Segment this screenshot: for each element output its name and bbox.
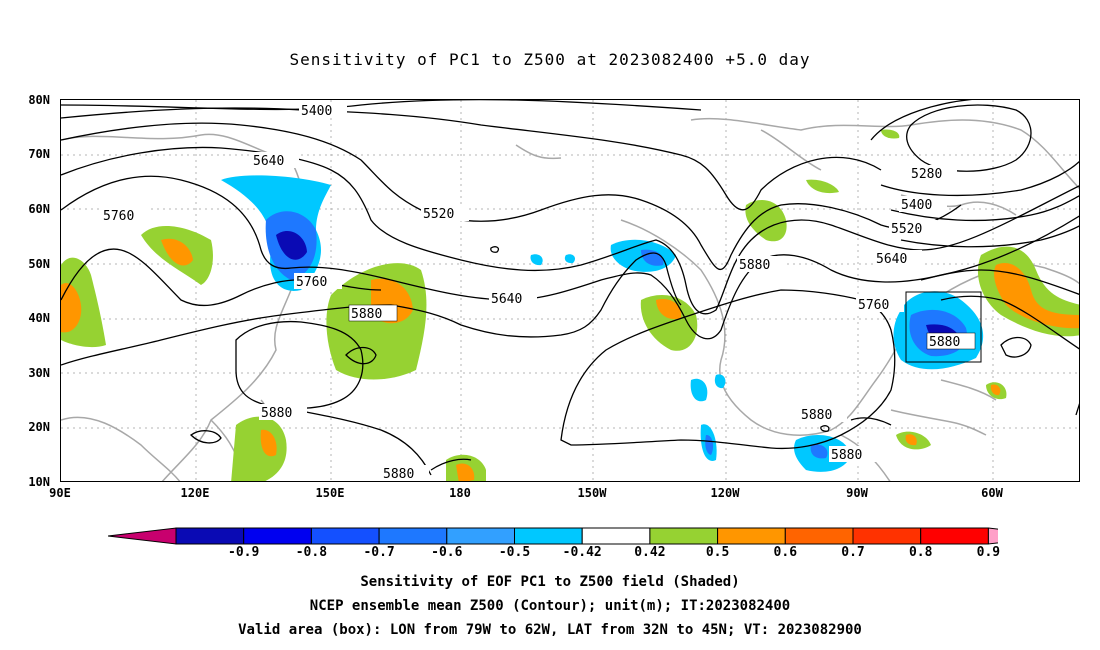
colorbar-label: -0.7 bbox=[363, 545, 395, 560]
colorbar-segment bbox=[717, 527, 786, 545]
contour-label: 5760 bbox=[103, 209, 134, 224]
contour-label: 5640 bbox=[876, 252, 907, 267]
lat-label: 20N bbox=[28, 420, 50, 434]
lat-label: 10N bbox=[28, 475, 50, 489]
lon-label: 60W bbox=[981, 486, 1003, 500]
lat-label: 30N bbox=[28, 366, 50, 380]
contour-label: 5760 bbox=[296, 275, 327, 290]
lon-label: 150W bbox=[577, 486, 607, 500]
contour-label: 5760 bbox=[858, 298, 889, 313]
contour-label: 5880 bbox=[831, 448, 862, 463]
gridlines bbox=[61, 100, 1079, 481]
lon-label: 120W bbox=[710, 486, 740, 500]
contour-labels: 5400 5640 5760 5520 5280 5400 5520 5640 … bbox=[101, 102, 976, 482]
contour-label: 5520 bbox=[891, 222, 922, 237]
colorbar-low-extension bbox=[108, 527, 177, 545]
caption-line-1: Sensitivity of EOF PC1 to Z500 field (Sh… bbox=[360, 574, 740, 590]
caption-line-3: Valid area (box): LON from 79W to 62W, L… bbox=[238, 622, 862, 638]
contour-label: 5880 bbox=[801, 408, 832, 423]
colorbar-label: 0.5 bbox=[705, 545, 730, 560]
shaded-field bbox=[61, 129, 1079, 481]
z500-contours bbox=[61, 100, 1079, 476]
contour-label: 5880 bbox=[351, 307, 382, 322]
map-canvas: 5400 5640 5760 5520 5280 5400 5520 5640 … bbox=[61, 100, 1079, 482]
valid-area-box bbox=[905, 291, 982, 363]
colorbar bbox=[108, 527, 998, 545]
colorbar-label: -0.42 bbox=[562, 545, 602, 560]
colorbar-segment bbox=[784, 527, 854, 545]
colorbar-segment bbox=[175, 527, 245, 545]
contour-label: 5640 bbox=[491, 292, 522, 307]
lon-label: 90W bbox=[846, 486, 868, 500]
lat-label: 70N bbox=[28, 147, 50, 161]
map-plot-area: 5400 5640 5760 5520 5280 5400 5520 5640 … bbox=[60, 99, 1080, 482]
lat-label: 40N bbox=[28, 311, 50, 325]
lon-label: 90E bbox=[49, 486, 71, 500]
contour-label: 5880 bbox=[261, 406, 292, 421]
contour-label: 5400 bbox=[901, 198, 932, 213]
colorbar-label: -0.8 bbox=[295, 545, 328, 560]
lat-label: 60N bbox=[28, 202, 50, 216]
lat-label: 50N bbox=[28, 257, 50, 271]
contour-label: 5880 bbox=[739, 258, 770, 273]
contour-label: 5520 bbox=[423, 207, 454, 222]
colorbar-segment bbox=[649, 527, 719, 545]
lat-label: 80N bbox=[28, 93, 50, 107]
colorbar-segment bbox=[920, 527, 989, 545]
colorbar-label: -0.9 bbox=[228, 545, 260, 560]
colorbar-segment bbox=[514, 527, 583, 545]
colorbar-high-extension bbox=[987, 527, 998, 545]
contour-label: 5640 bbox=[253, 154, 284, 169]
contour-label: 5880 bbox=[929, 335, 960, 350]
contour-label: 5880 bbox=[383, 467, 414, 482]
colorbar-label: -0.6 bbox=[431, 545, 463, 560]
map-title: Sensitivity of PC1 to Z500 at 2023082400… bbox=[289, 50, 811, 69]
colorbar-segment bbox=[378, 527, 448, 545]
colorbar-segment bbox=[310, 527, 380, 545]
colorbar-segment bbox=[581, 527, 651, 545]
lon-label: 150E bbox=[315, 486, 345, 500]
caption-line-2: NCEP ensemble mean Z500 (Contour); unit(… bbox=[309, 598, 791, 614]
colorbar-label: 0.9 bbox=[976, 545, 1001, 560]
contour-label: 5280 bbox=[911, 167, 942, 182]
colorbar-label: 0.6 bbox=[773, 545, 798, 560]
lon-label: 120E bbox=[180, 486, 210, 500]
colorbar-label: 0.8 bbox=[908, 545, 933, 560]
lon-label: 180 bbox=[449, 486, 471, 500]
colorbar-label: 0.7 bbox=[841, 545, 865, 560]
colorbar-segment bbox=[852, 527, 922, 545]
colorbar-label: -0.5 bbox=[498, 545, 531, 560]
colorbar-label: 0.42 bbox=[634, 545, 666, 560]
colorbar-segment bbox=[446, 527, 515, 545]
contour-label: 5400 bbox=[301, 104, 332, 119]
colorbar-segment bbox=[243, 527, 312, 545]
